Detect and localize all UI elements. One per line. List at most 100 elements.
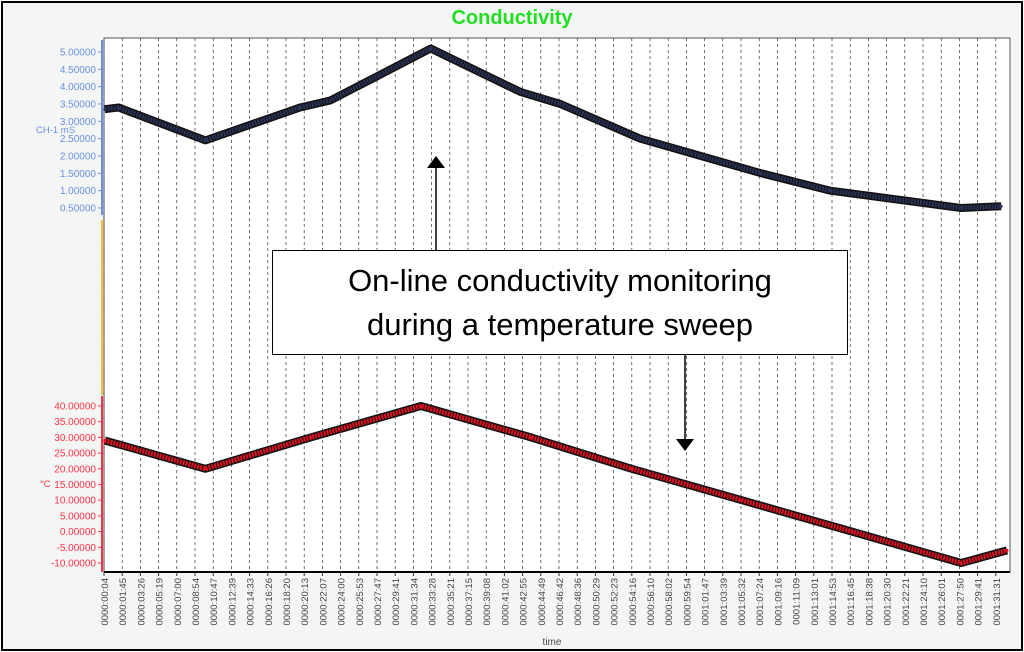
data-point <box>419 404 423 408</box>
data-point <box>203 467 207 471</box>
x-tick-label: 0000:50:29 <box>591 578 602 626</box>
y-axis-label: °C <box>40 479 51 490</box>
data-point <box>850 530 854 534</box>
chart-title: Conductivity <box>451 7 573 29</box>
y-tick-label: 5.00000 <box>60 511 97 522</box>
y-tick-label: 0.00000 <box>60 527 97 538</box>
annotation-box: On-line conductivity monitoring during a… <box>272 250 848 355</box>
x-tick-label: 0000:25:53 <box>355 578 366 626</box>
x-tick-label: 0000:16:26 <box>264 578 275 626</box>
x-tick-label: 0000:14:33 <box>246 578 257 626</box>
x-tick-label: 0001:20:30 <box>883 578 894 626</box>
y-tick-label: 20.00000 <box>54 464 96 475</box>
data-point <box>328 99 332 103</box>
x-tick-label: 0000:05:19 <box>155 578 166 626</box>
data-point <box>829 189 833 193</box>
x-axis-label: time <box>543 637 562 648</box>
data-point <box>429 47 433 51</box>
y-axis-label: CH-1 mS <box>36 125 75 136</box>
x-tick-label: 0001:26:01 <box>937 578 948 626</box>
y-tick-label: -5.00000 <box>57 543 97 554</box>
x-tick-label: 0001:27:50 <box>955 578 966 626</box>
x-tick-label: 0001:18:38 <box>864 578 875 626</box>
x-tick-label: 0000:54:16 <box>628 578 639 626</box>
x-tick-label: 0000:31:34 <box>409 578 420 626</box>
x-tick-label: 0000:01:45 <box>118 578 129 626</box>
x-tick-label: 0001:13:01 <box>810 578 821 626</box>
x-tick-label: 0001:31:31 <box>992 578 1003 626</box>
y-tick-label: 1.00000 <box>60 186 97 197</box>
x-tick-label: 0000:44:49 <box>537 578 548 626</box>
x-tick-label: 0000:00:04 <box>100 578 111 626</box>
x-tick-label: 0000:56:10 <box>646 578 657 626</box>
x-tick-label: 0000:24:00 <box>337 578 348 626</box>
x-tick-label: 0000:37:15 <box>464 578 475 626</box>
y-tick-label: 10.00000 <box>54 496 96 507</box>
annotation-line-2: during a temperature sweep <box>366 307 753 342</box>
y-tick-label: 2.50000 <box>60 134 97 145</box>
y-tick-label: 15.00000 <box>54 480 96 491</box>
x-tick-label: 0000:41:02 <box>500 578 511 626</box>
data-point <box>959 206 963 210</box>
y-tick-label: 1.50000 <box>60 169 97 180</box>
x-tick-label: 0000:18:20 <box>282 578 293 626</box>
x-tick-label: 0001:03:39 <box>719 578 730 626</box>
x-tick-label: 0000:29:41 <box>391 578 402 626</box>
y-tick-label: 5.00000 <box>60 48 97 59</box>
data-point <box>759 171 763 175</box>
data-point <box>638 137 642 141</box>
y-tick-label: 4.00000 <box>60 82 97 93</box>
x-tick-label: 0000:59:54 <box>682 578 693 626</box>
x-tick-label: 0001:07:24 <box>755 578 766 626</box>
x-tick-label: 0001:22:21 <box>901 578 912 626</box>
x-tick-label: 0001:29:41 <box>974 578 985 626</box>
y-tick-label: 4.50000 <box>60 65 97 76</box>
x-tick-label: 0001:24:10 <box>919 578 930 626</box>
x-tick-label: 0001:14:53 <box>828 578 839 626</box>
y-tick-label: 25.00000 <box>54 449 96 460</box>
x-tick-label: 0000:03:26 <box>136 578 147 626</box>
y-tick-label: 30.00000 <box>54 433 96 444</box>
x-tick-label: 0000:46:42 <box>555 578 566 626</box>
y-tick-label: 3.00000 <box>60 117 97 128</box>
annotation-line-1: On-line conductivity monitoring <box>348 263 772 298</box>
x-tick-label: 0000:07:00 <box>173 578 184 626</box>
x-tick-label: 0001:05:32 <box>737 578 748 626</box>
x-tick-label: 0000:22:07 <box>318 578 329 626</box>
data-point <box>518 90 522 94</box>
y-tick-label: 0.50000 <box>60 204 97 215</box>
data-point <box>309 435 313 439</box>
x-tick-label: 0000:52:23 <box>610 578 621 626</box>
x-tick-label: 0000:58:02 <box>664 578 675 626</box>
x-tick-label: 0000:27:47 <box>373 578 384 626</box>
x-tick-label: 0000:10:47 <box>209 578 220 626</box>
data-point <box>117 105 121 109</box>
y-tick-label: 3.50000 <box>60 100 97 111</box>
data-point <box>959 561 963 565</box>
data-point <box>630 467 634 471</box>
data-point <box>529 435 533 439</box>
x-tick-label: 0001:01:47 <box>701 578 712 626</box>
y-tick-label: 35.00000 <box>54 417 96 428</box>
y-tick-label: 40.00000 <box>54 402 96 413</box>
x-tick-label: 0000:48:36 <box>573 578 584 626</box>
x-tick-label: 0000:12:39 <box>227 578 238 626</box>
data-point <box>103 439 107 443</box>
data-point <box>1005 548 1009 552</box>
data-point <box>699 154 703 158</box>
temperature-series-line <box>104 403 1008 566</box>
data-point <box>999 204 1003 208</box>
x-tick-label: 0000:39:08 <box>482 578 493 626</box>
x-tick-label: 0000:35:21 <box>446 578 457 626</box>
x-tick-label: 0000:08:54 <box>191 578 202 626</box>
x-tick-label: 0000:42:55 <box>519 578 530 626</box>
y-tick-label: -10.00000 <box>51 559 96 570</box>
data-point <box>103 107 107 111</box>
data-point <box>740 498 744 502</box>
data-point <box>558 102 562 106</box>
data-point <box>298 105 302 109</box>
x-tick-label: 0000:20:13 <box>300 578 311 626</box>
x-tick-label: 0000:33:28 <box>428 578 439 626</box>
y-tick-label: 2.00000 <box>60 152 97 163</box>
